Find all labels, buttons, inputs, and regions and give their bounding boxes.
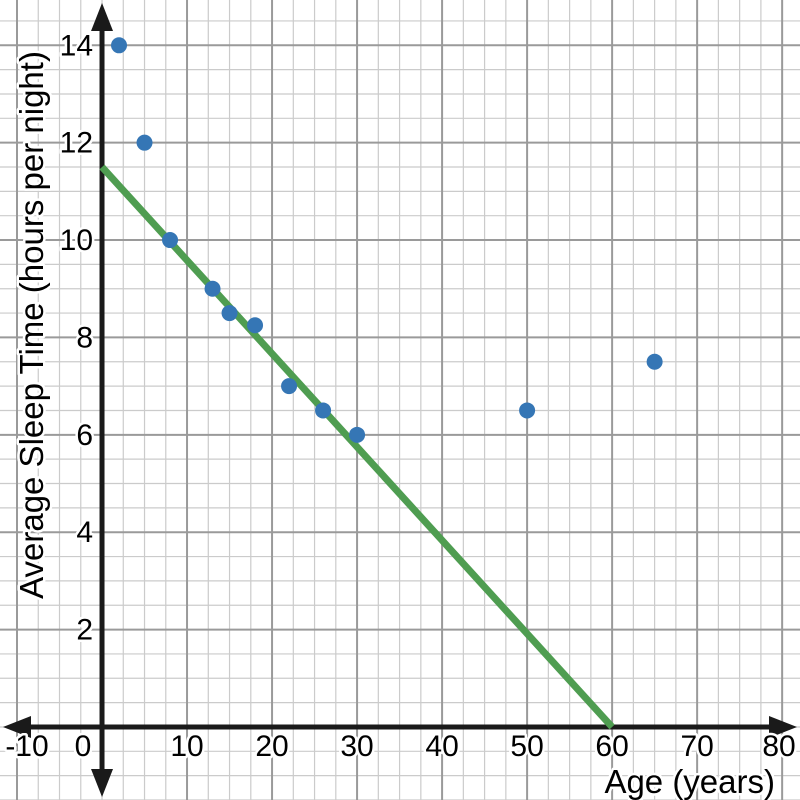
data-point — [111, 37, 128, 54]
data-point — [247, 317, 264, 334]
trend-line — [99, 164, 615, 730]
y-tick-label: 12 — [60, 127, 93, 160]
data-point — [162, 232, 179, 249]
x-axis-left-arrow-icon — [3, 715, 31, 738]
x-tick-label: 60 — [595, 730, 628, 763]
y-tick-label: 14 — [60, 29, 93, 62]
y-tick-label: 10 — [60, 224, 93, 257]
data-point — [221, 305, 238, 322]
y-tick-label: 2 — [76, 614, 93, 647]
data-point — [646, 353, 663, 370]
x-tick-label: 50 — [510, 730, 543, 763]
x-tick-label: 70 — [680, 730, 713, 763]
x-tick-label: 80 — [762, 730, 795, 763]
x-axis-label: Age (years) — [604, 763, 775, 800]
y-axis-label: Average Sleep Time (hours per night) — [13, 51, 50, 599]
data-point — [204, 280, 221, 297]
y-tick-label: 6 — [76, 419, 93, 452]
x-tick-label: 0 — [75, 730, 92, 763]
data-point — [136, 134, 153, 151]
x-tick-label: 30 — [340, 730, 373, 763]
data-point — [315, 402, 332, 419]
y-axis-bottom-arrow-icon — [91, 769, 114, 797]
x-tick-label: -10 — [5, 730, 48, 763]
data-point — [349, 426, 366, 443]
data-point — [519, 402, 536, 419]
y-axis-top-arrow-icon — [91, 3, 114, 31]
data-points-group — [111, 37, 663, 443]
x-tick-label: 10 — [170, 730, 203, 763]
x-axis-right-arrow-icon — [769, 715, 797, 738]
data-point — [281, 378, 298, 395]
trend-line-group — [99, 164, 615, 730]
tick-labels-group: -10 0 10 20 30 40 50 60 70 80 2 4 6 8 10 12 14 — [3, 27, 798, 766]
axes — [3, 3, 797, 797]
x-tick-label: 20 — [255, 730, 288, 763]
x-tick-label: 40 — [425, 730, 458, 763]
y-tick-label: 8 — [76, 321, 93, 354]
y-tick-label: 4 — [76, 516, 93, 549]
